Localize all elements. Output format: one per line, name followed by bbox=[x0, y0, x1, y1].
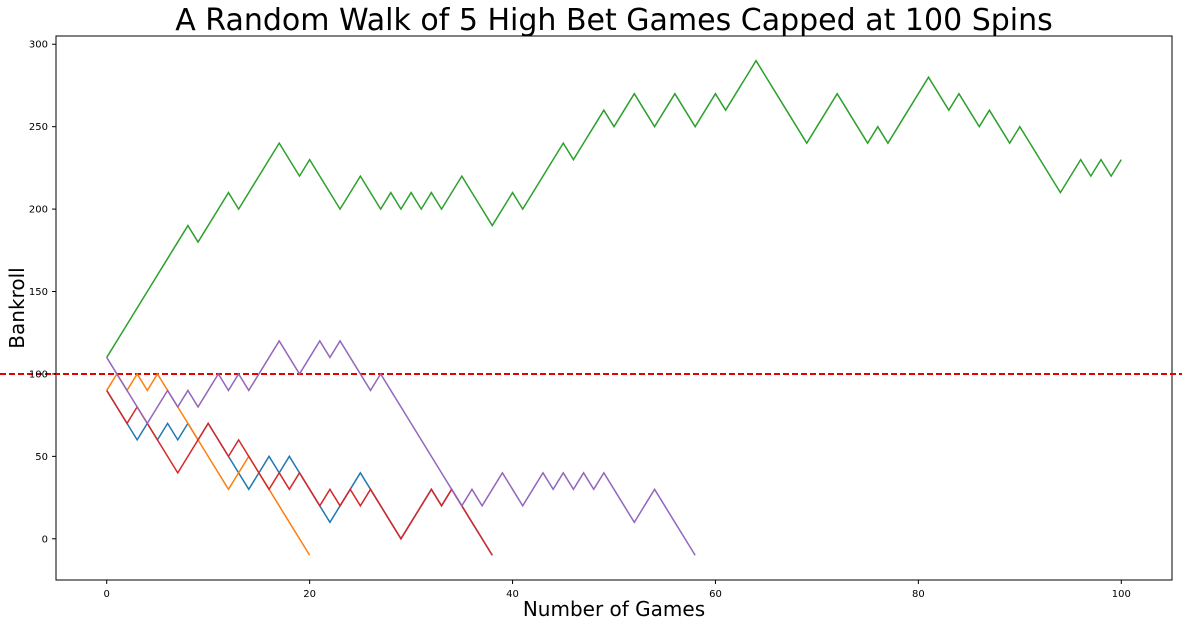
x-tick-label: 100 bbox=[1112, 589, 1131, 600]
series-line-5 bbox=[106, 339, 696, 556]
series-line-3 bbox=[106, 59, 1122, 358]
plot-area bbox=[0, 35, 1182, 581]
y-tick-label: 250 bbox=[29, 122, 48, 133]
y-tick-label: 200 bbox=[29, 205, 48, 216]
x-tick-label: 20 bbox=[303, 589, 316, 600]
x-tick-label: 40 bbox=[506, 589, 519, 600]
y-tick-label: 100 bbox=[29, 369, 48, 380]
y-tick-label: 0 bbox=[42, 534, 48, 545]
series-line-4 bbox=[106, 390, 493, 556]
y-tick-label: 300 bbox=[29, 40, 48, 51]
y-axis-label: Bankroll bbox=[5, 267, 29, 348]
x-tick-label: 0 bbox=[104, 589, 110, 600]
x-axis: 0 20 40 60 80 100 bbox=[104, 580, 1131, 600]
x-tick-label: 60 bbox=[709, 589, 722, 600]
chart-title: A Random Walk of 5 High Bet Games Capped… bbox=[175, 3, 1053, 38]
x-tick-label: 80 bbox=[912, 589, 925, 600]
y-tick-label: 50 bbox=[35, 452, 48, 463]
x-axis-label: Number of Games bbox=[523, 597, 705, 621]
y-tick-label: 150 bbox=[29, 287, 48, 298]
series-line-2 bbox=[106, 372, 311, 556]
y-axis: 0 50 100 150 200 250 300 bbox=[29, 40, 56, 545]
plot-frame bbox=[55, 35, 1173, 581]
series-layer bbox=[106, 59, 1122, 556]
